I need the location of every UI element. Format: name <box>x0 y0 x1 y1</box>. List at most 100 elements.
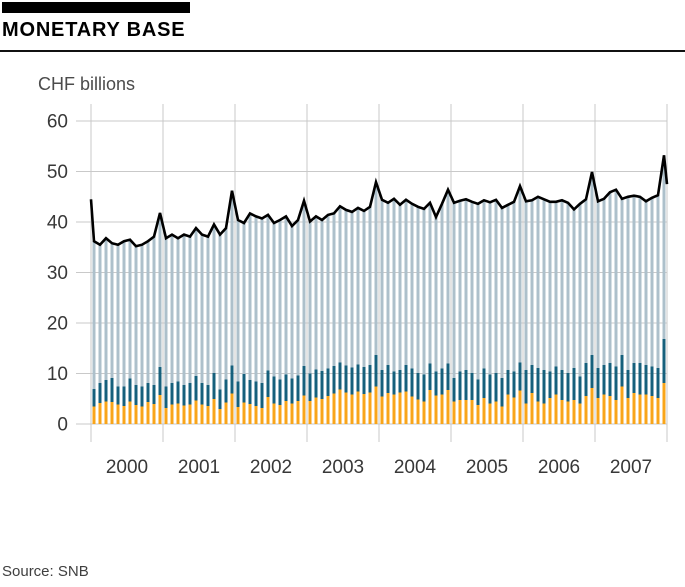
x-tick-label: 2007 <box>610 457 652 478</box>
bar-segment <box>656 195 660 368</box>
bar-segment <box>242 374 246 403</box>
bar-segment <box>254 216 258 382</box>
bar-segment <box>206 405 210 424</box>
header-accent-bar <box>2 2 190 13</box>
bar-segment <box>620 386 624 424</box>
bar-segment <box>524 201 528 370</box>
bar-segment <box>578 403 582 424</box>
bar-segment <box>404 391 408 424</box>
bar-segment <box>512 371 516 398</box>
bar-segment <box>602 394 606 424</box>
bar-segment <box>434 216 438 372</box>
bar-segment <box>272 403 276 424</box>
bar-segment <box>332 213 336 366</box>
bar-segment <box>122 386 126 406</box>
bar-segment <box>566 401 570 424</box>
bar-segment <box>410 396 414 424</box>
bar-segment <box>476 203 480 380</box>
chart-canvas: 0 10 20 30 40 50 60 2000 2001 2002 2003 2004 2005 200… <box>47 104 669 478</box>
bar-segment <box>170 404 174 424</box>
bar-segment <box>236 406 240 424</box>
bar-segment <box>524 369 528 404</box>
bar-segment <box>146 383 150 402</box>
bar-segment <box>494 372 498 402</box>
bar-segment <box>308 373 312 401</box>
bar-segment <box>638 362 642 395</box>
y-tick-label: 50 <box>47 162 68 183</box>
bar-segment <box>590 354 594 389</box>
bar-segment <box>254 381 258 406</box>
bar-segment <box>464 369 468 400</box>
bar-segment <box>614 399 618 424</box>
y-tick-label: 10 <box>47 364 68 385</box>
bar-segment <box>356 207 360 365</box>
bar-segment <box>92 389 96 407</box>
bar-segment <box>368 364 372 393</box>
bar-segment <box>464 199 468 370</box>
bar-segment <box>128 378 132 402</box>
bar-segment <box>326 214 330 369</box>
bar-segment <box>506 394 510 424</box>
bar-segment <box>536 401 540 424</box>
bar-segment <box>128 401 132 424</box>
bar-segment <box>260 383 264 408</box>
bar-segment <box>212 224 216 373</box>
bar-segment <box>308 400 312 424</box>
bar-segment <box>224 228 228 380</box>
bar-segment <box>542 199 546 370</box>
bar-segment <box>650 366 654 397</box>
bar-segment <box>596 398 600 424</box>
bar-segment <box>398 369 402 393</box>
bar-segment <box>296 375 300 401</box>
bar-segment <box>392 198 396 372</box>
bar-segment <box>500 207 504 379</box>
bar-segment <box>200 234 204 384</box>
bar-segment <box>176 238 180 382</box>
bar-segment <box>452 202 456 379</box>
bar-segment <box>482 200 486 369</box>
bar-segment <box>404 199 408 365</box>
bar-segment <box>506 369 510 395</box>
bar-segment <box>422 374 426 402</box>
bar-segment <box>638 394 642 424</box>
bar-segment <box>512 397 516 424</box>
bar-segment <box>230 190 234 366</box>
bar-segment <box>146 241 150 384</box>
bar-segment <box>488 403 492 424</box>
bar-segment <box>626 369 630 399</box>
bar-segment <box>242 223 246 375</box>
bar-segment <box>296 219 300 376</box>
y-tick-label: 40 <box>47 213 68 234</box>
bar-segment <box>164 238 168 387</box>
bar-segment <box>314 216 318 370</box>
bar-segment <box>584 362 588 397</box>
bar-segment <box>98 383 102 403</box>
x-tick-label: 2005 <box>466 457 508 478</box>
bar-segment <box>626 196 630 370</box>
chart-legend: Monetary base Sight deposits Banknotes h… <box>0 494 685 556</box>
bar-segment <box>608 362 612 397</box>
bar-segment <box>200 383 204 405</box>
bar-segment <box>248 403 252 424</box>
bar-segment <box>332 393 336 424</box>
bar-segment <box>182 385 186 406</box>
bar-segment <box>290 226 294 379</box>
bar-segment <box>620 354 624 387</box>
bar-segment <box>212 372 216 399</box>
bar-segment <box>302 395 306 424</box>
bar-segment <box>218 389 222 409</box>
bar-segment <box>500 406 504 424</box>
bar-segment <box>140 244 144 387</box>
bar-segment <box>506 204 510 370</box>
bar-segment <box>212 398 216 424</box>
bar-segment <box>392 371 396 395</box>
chart-area: 0 10 20 30 40 50 60 2000 2001 2002 2003 2004 2005 200… <box>47 104 669 478</box>
bar-segment <box>182 234 186 386</box>
bar-segment <box>194 400 198 424</box>
bar-segment <box>494 401 498 424</box>
bar-segment <box>530 200 534 365</box>
bar-segment <box>644 201 648 365</box>
bar-segment <box>494 199 498 373</box>
bar-segment <box>266 214 270 371</box>
